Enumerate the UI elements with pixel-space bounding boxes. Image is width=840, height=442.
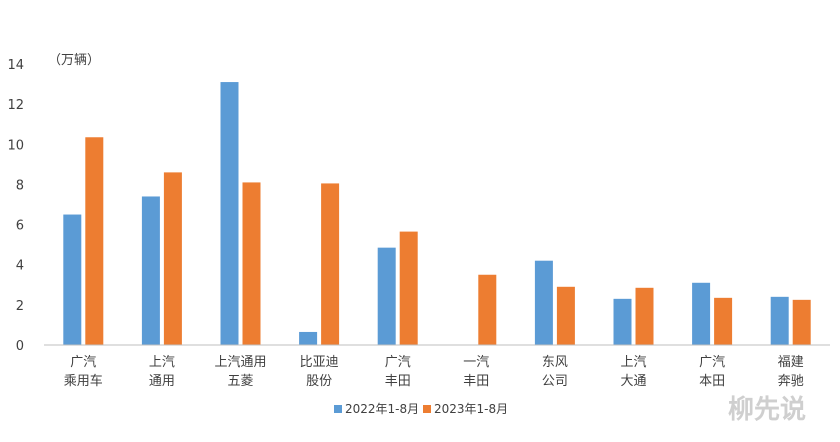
x-category-label: 大通 [620, 374, 646, 389]
bar-series1-3 [299, 331, 318, 345]
bar-series2-7 [635, 287, 654, 345]
bar-series1-2 [220, 82, 239, 346]
legend-swatch-series2 [423, 405, 431, 413]
x-category-label: 福建 [778, 355, 804, 370]
x-category-label: 公司 [542, 374, 568, 389]
y-tick-label: 12 [7, 98, 24, 113]
x-category-label: 丰田 [385, 374, 411, 389]
bar-series2-0 [85, 137, 104, 345]
x-category-label: 上汽 [620, 355, 646, 370]
x-category-label: 五菱 [227, 374, 253, 389]
bar-series1-0 [63, 214, 82, 345]
y-tick-label: 10 [7, 138, 24, 153]
y-tick-label: 6 [16, 219, 24, 234]
x-category-label: 股份 [306, 374, 332, 389]
legend-swatch-series1 [334, 405, 342, 413]
y-tick-label: 8 [16, 178, 24, 193]
bar-series2-1 [163, 172, 182, 345]
x-category-label: 广汽 [70, 355, 96, 370]
bar-series1-9 [770, 296, 789, 345]
x-category-label: 上汽通用 [214, 355, 266, 370]
bar-series2-8 [714, 297, 733, 345]
x-category-label: 乘用车 [64, 373, 103, 389]
x-category-label: 一汽 [463, 355, 489, 370]
x-category-label: 广汽 [699, 355, 725, 370]
x-category-label: 上汽 [149, 355, 175, 370]
y-tick-label: 0 [16, 339, 24, 354]
bar-series1-4 [377, 247, 396, 345]
bars [63, 82, 811, 346]
y-tick-label: 4 [16, 259, 24, 274]
x-category-label: 奔驰 [778, 374, 804, 389]
x-category-label: 通用 [149, 374, 175, 389]
legend-label-series2: 2023年1-8月 [434, 402, 508, 416]
bar-series2-5 [478, 274, 497, 345]
x-category-label: 丰田 [463, 374, 489, 389]
watermark-text: 柳先说 [728, 395, 806, 425]
legend-label-series1: 2022年1-8月 [345, 402, 419, 416]
bar-series2-4 [399, 231, 418, 345]
x-axis-category-labels: 广汽乘用车上汽通用上汽通用五菱比亚迪股份广汽丰田一汽丰田东风公司上汽大通广汽本田… [64, 355, 804, 389]
legend: 2022年1-8月 2023年1-8月 [334, 402, 508, 416]
y-axis: 0 2 4 6 8 10 12 14 [7, 58, 24, 354]
bar-series1-8 [692, 282, 711, 345]
x-category-label: 本田 [699, 374, 725, 389]
bar-series1-1 [141, 196, 160, 345]
y-tick-label: 14 [7, 58, 24, 73]
y-axis-unit-label: （万辆） [48, 53, 100, 68]
bar-series2-2 [242, 182, 261, 345]
bar-series2-9 [792, 299, 811, 345]
bar-series1-7 [613, 298, 632, 345]
x-category-label: 比亚迪 [300, 355, 339, 370]
x-category-label: 广汽 [385, 355, 411, 370]
bar-series2-3 [321, 183, 340, 345]
bar-series1-6 [534, 260, 553, 345]
y-tick-label: 2 [16, 299, 24, 314]
bar-series2-6 [556, 286, 575, 345]
x-category-label: 东风 [542, 355, 568, 370]
